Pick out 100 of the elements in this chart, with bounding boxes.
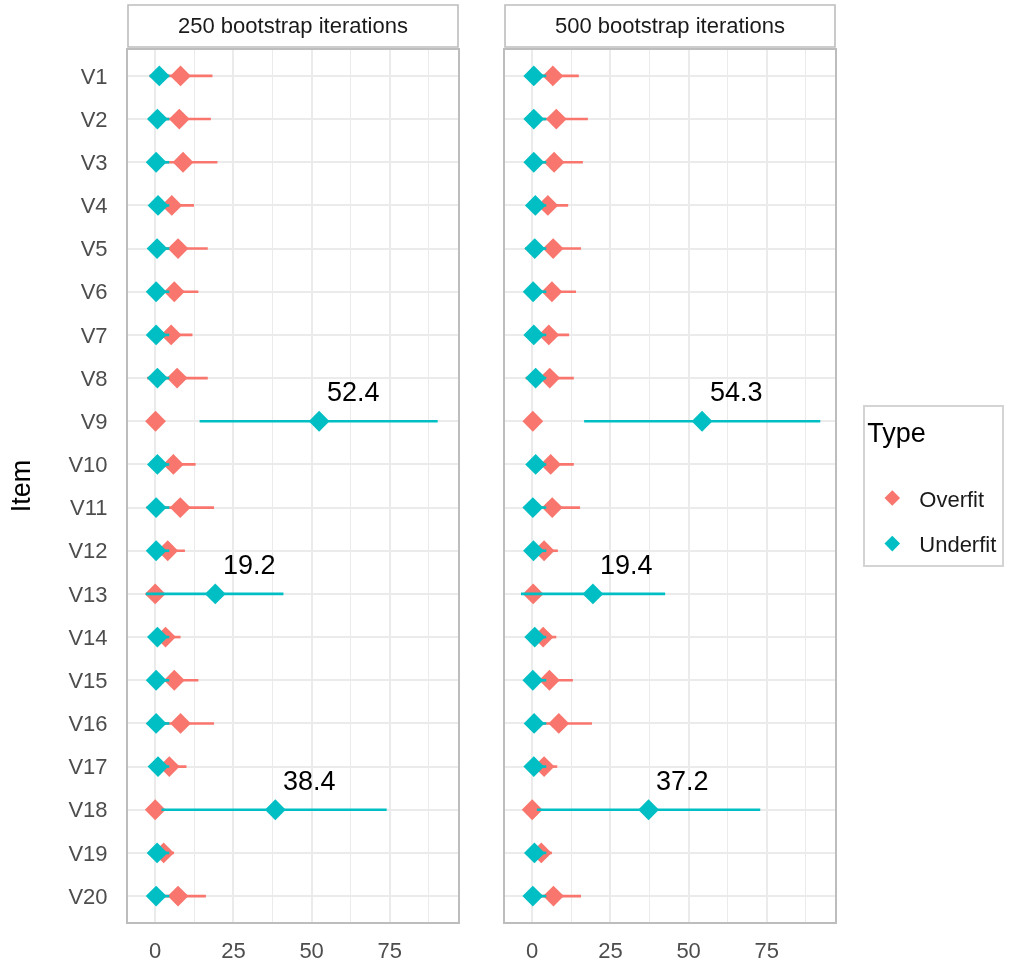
point (524, 842, 545, 864)
y-tick-label: V7 (80, 322, 108, 348)
point (147, 756, 169, 777)
point (146, 842, 168, 864)
point (163, 281, 185, 303)
point (147, 367, 168, 389)
point (145, 885, 167, 907)
y-tick-label: V20 (68, 883, 108, 909)
y-tick-label: V3 (80, 149, 108, 175)
point (525, 454, 547, 475)
point (523, 151, 545, 173)
y-tick-label: V17 (68, 754, 108, 780)
point (308, 410, 330, 432)
x-tick-label: 75 (377, 938, 403, 958)
point (522, 497, 544, 518)
x-tick-label: 0 (526, 938, 539, 958)
data-label: 38.4 (283, 766, 336, 796)
point (582, 583, 604, 605)
point (147, 108, 168, 130)
point (545, 108, 567, 130)
y-tick-label: V6 (80, 279, 108, 305)
point (167, 885, 189, 907)
y-tick-label: V12 (68, 538, 108, 564)
y-tick-label: V14 (68, 624, 108, 650)
point (166, 367, 188, 389)
point (543, 885, 564, 907)
legend-title: Type (867, 418, 926, 449)
point (541, 497, 563, 518)
point (522, 281, 544, 303)
point (170, 65, 191, 87)
point (548, 713, 570, 734)
point (167, 238, 189, 259)
point (147, 626, 168, 648)
data-label: 19.2 (223, 550, 276, 580)
point (523, 756, 545, 777)
x-tick-label: 25 (598, 938, 623, 958)
chart-title: 500 bootstrap iterations (555, 13, 785, 38)
point (145, 497, 167, 518)
x-tick-label: 50 (676, 938, 701, 958)
point (144, 799, 166, 821)
point (539, 669, 560, 691)
point (522, 885, 544, 907)
point (145, 713, 167, 734)
legend-label: Overfit (919, 486, 985, 512)
point (145, 281, 167, 303)
chart-title: 250 bootstrap iterations (178, 13, 408, 38)
y-tick-label: V19 (68, 840, 108, 866)
point (541, 281, 563, 303)
y-tick-label: V9 (80, 408, 108, 434)
point (264, 799, 286, 821)
y-tick-label: V5 (80, 236, 108, 262)
point (542, 238, 564, 259)
point (638, 799, 659, 821)
point (168, 108, 190, 130)
point (523, 540, 544, 562)
x-tick-label: 25 (221, 938, 246, 958)
y-tick-label: V11 (70, 495, 108, 521)
point (524, 626, 546, 648)
point (145, 540, 167, 562)
point (523, 713, 545, 734)
x-tick-label: 75 (754, 938, 780, 958)
point (147, 454, 168, 475)
point (145, 151, 167, 173)
y-tick-label: V4 (80, 193, 108, 219)
point (169, 497, 191, 518)
point (523, 65, 545, 87)
point (170, 713, 191, 734)
x-tick-label: 50 (299, 938, 324, 958)
y-tick-label: V15 (68, 667, 108, 693)
point (172, 151, 194, 173)
point (691, 410, 713, 432)
point (147, 195, 169, 216)
legend-label: Underfit (919, 532, 997, 558)
data-label: 52.4 (327, 377, 380, 407)
point (523, 108, 545, 130)
data-label: 19.4 (600, 550, 653, 580)
data-label: 37.2 (656, 766, 709, 796)
point (542, 65, 564, 87)
y-tick-label: V10 (68, 452, 108, 478)
point (524, 195, 546, 216)
y-tick-label: V13 (68, 581, 108, 607)
y-tick-label: V8 (80, 365, 108, 391)
point (163, 669, 185, 691)
point (145, 669, 167, 691)
y-tick-label: V16 (68, 711, 108, 737)
y-axis-title: Item (5, 459, 36, 513)
y-tick-label: V18 (68, 797, 108, 823)
point (145, 324, 167, 346)
point (543, 151, 565, 173)
point (148, 65, 170, 87)
point (521, 799, 543, 821)
point (145, 410, 166, 432)
point (522, 410, 544, 432)
point (525, 367, 547, 389)
point (524, 238, 546, 259)
y-tick-label: V2 (80, 106, 108, 132)
point (522, 669, 544, 691)
y-tick-label: V1 (80, 63, 108, 89)
x-tick-label: 0 (149, 938, 162, 958)
data-label: 54.3 (710, 377, 763, 407)
